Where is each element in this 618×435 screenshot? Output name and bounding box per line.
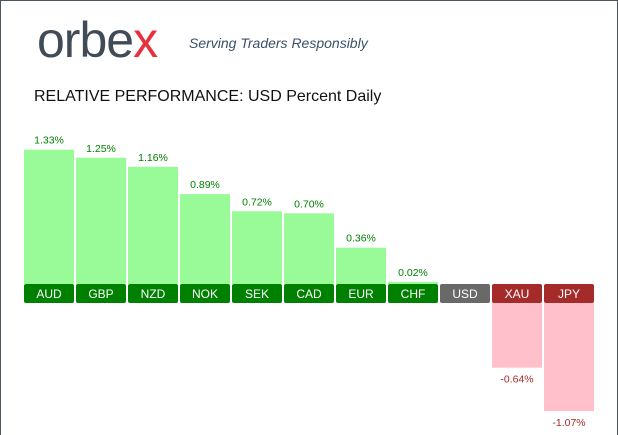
category-box-sek bbox=[232, 284, 282, 303]
value-label-nzd: 1.16% bbox=[138, 152, 168, 164]
category-box-chf bbox=[388, 284, 438, 303]
value-label-gbp: 1.25% bbox=[86, 143, 116, 155]
category-box-gbp bbox=[76, 284, 126, 303]
bar-nok bbox=[180, 194, 230, 284]
category-box-nok bbox=[180, 284, 230, 303]
category-box-aud bbox=[24, 284, 74, 303]
bar-nzd bbox=[128, 166, 178, 284]
value-label-nok: 0.89% bbox=[190, 179, 220, 191]
category-box-nzd bbox=[128, 284, 178, 303]
bar-cad bbox=[284, 213, 334, 284]
category-label-nzd: NZD bbox=[141, 287, 166, 301]
bar-chf bbox=[388, 281, 438, 284]
value-label-aud: 1.33% bbox=[34, 135, 64, 147]
category-label-gbp: GBP bbox=[88, 287, 113, 301]
value-label-sek: 0.72% bbox=[242, 196, 272, 208]
category-label-xau: XAU bbox=[505, 287, 530, 301]
category-label-nok: NOK bbox=[192, 287, 218, 301]
value-label-cad: 0.70% bbox=[294, 198, 324, 210]
category-label-cad: CAD bbox=[296, 287, 322, 301]
value-label-jpy: -1.07% bbox=[552, 417, 585, 429]
category-label-jpy: JPY bbox=[558, 287, 580, 301]
category-box-cad bbox=[284, 284, 334, 303]
category-label-aud: AUD bbox=[36, 287, 62, 301]
tagline: Serving Traders Responsibly bbox=[189, 35, 368, 51]
category-box-jpy bbox=[544, 284, 594, 303]
value-label-chf: 0.02% bbox=[398, 267, 428, 279]
bar-gbp bbox=[76, 157, 126, 284]
chart-title: RELATIVE PERFORMANCE: USD Percent Daily bbox=[34, 88, 382, 105]
category-box-usd bbox=[440, 284, 490, 303]
bar-xau bbox=[492, 303, 542, 368]
bar-sek bbox=[232, 211, 282, 284]
bar-aud bbox=[24, 149, 74, 284]
category-label-sek: SEK bbox=[245, 287, 269, 301]
category-label-usd: USD bbox=[452, 287, 478, 301]
orbex-logo: orbex bbox=[37, 12, 158, 68]
category-box-eur bbox=[336, 284, 386, 303]
category-label-chf: CHF bbox=[401, 287, 426, 301]
category-label-eur: EUR bbox=[348, 287, 374, 301]
bar-eur bbox=[336, 247, 386, 284]
category-box-xau bbox=[492, 284, 542, 303]
value-label-xau: -0.64% bbox=[500, 374, 533, 386]
bar-jpy bbox=[544, 303, 594, 412]
value-label-eur: 0.36% bbox=[346, 233, 376, 245]
